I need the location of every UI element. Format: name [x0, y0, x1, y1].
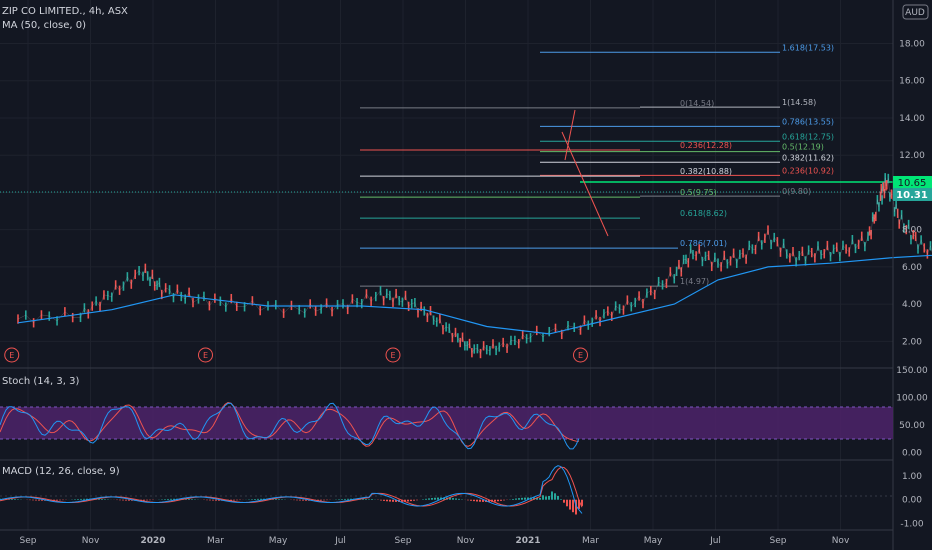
green-price-badge-label: 10.65: [898, 178, 927, 189]
stoch-tick-label: 50.00: [899, 421, 925, 431]
fibonacci-levels: 1.618(17.53) 0(14.54) 1(14.58) 0.786(13.55)…: [360, 43, 834, 287]
price-tick-label: 18.00: [899, 40, 925, 50]
macd-series: [0, 465, 583, 515]
price-tick-label: 8.00: [902, 226, 922, 236]
moving-average-series: [17, 254, 932, 335]
fib-level-label: 1(4.97): [680, 277, 709, 286]
earnings-marker-label: E: [390, 351, 395, 360]
macd-tick-label: 0.00: [902, 496, 922, 506]
trend-line-down: [561, 131, 609, 237]
time-tick-label: May: [644, 536, 663, 546]
time-tick-label: Jul: [709, 536, 721, 546]
fib-level-label: 0(14.54): [680, 99, 714, 108]
price-tick-label: 6.00: [902, 263, 922, 273]
stoch-tick-label: 150.00: [896, 366, 928, 376]
time-tick-label: Mar: [207, 536, 224, 546]
time-tick-label: Mar: [582, 536, 599, 546]
last-price-badge: [893, 188, 932, 201]
fib-level-label: 0.236(10.92): [782, 166, 834, 175]
fib-level-label: 0.236(12.28): [680, 141, 732, 150]
currency-label: AUD: [905, 8, 925, 18]
last-price-badge-label: 10.31: [896, 190, 928, 201]
time-tick-label: Jul: [334, 536, 346, 546]
stoch-k-line: [0, 402, 580, 450]
fib-level-label: 0.618(12.75): [782, 132, 834, 141]
symbol-title: ZIP CO LIMITED., 4h, ASX: [2, 6, 128, 17]
currency-button[interactable]: [902, 4, 929, 20]
trend-line-wedge: [564, 109, 576, 161]
fib-level-label: 1.618(17.53): [782, 43, 834, 52]
macd-title: MACD (12, 26, close, 9): [2, 466, 120, 477]
time-tick-label: Sep: [395, 536, 412, 546]
macd-tick-label: 1.00: [902, 472, 922, 482]
fib-level-label: 0(9.80): [782, 187, 811, 196]
price-tick-label: 4.00: [902, 300, 922, 310]
earnings-marker[interactable]: [385, 347, 401, 363]
time-tick-label: Nov: [457, 536, 475, 546]
time-tick-label: Nov: [832, 536, 850, 546]
time-tick-label: May: [269, 536, 288, 546]
earnings-marker-label: E: [203, 351, 208, 360]
earnings-marker[interactable]: [198, 347, 213, 363]
price-line: [17, 177, 932, 355]
stoch-title: Stoch (14, 3, 3): [2, 376, 79, 387]
earnings-marker-label: E: [9, 351, 14, 360]
stoch-series: [0, 401, 580, 450]
time-tick-label: Sep: [20, 536, 37, 546]
price-tick-label: 2.00: [902, 337, 922, 347]
fib-level-label: 0.5(12.19): [782, 143, 824, 152]
time-axis-ticks: Sep Nov 2020 Mar May Jul Sep Nov 2021 Mar May Jul Se…: [20, 536, 850, 546]
macd-line: [0, 465, 583, 514]
fib-level-label: 0.382(11.62): [782, 153, 834, 162]
green-price-badge: [893, 176, 932, 189]
stoch-band: [0, 407, 893, 439]
price-tick-label: 14.00: [899, 114, 925, 124]
fib-level-label: 0.786(13.55): [782, 117, 834, 126]
ma-line: [17, 254, 932, 335]
fib-level-label: 0.382(10.88): [680, 167, 732, 176]
price-tick-label: 16.00: [899, 77, 925, 87]
earnings-marker[interactable]: [4, 347, 20, 363]
fib-level-label: 0.786(7.01): [680, 239, 727, 248]
time-tick-label: Nov: [82, 536, 100, 546]
macd-tick-label: -1.00: [900, 519, 924, 529]
price-tick-label: 12.00: [899, 151, 925, 161]
stoch-tick-label: 100.00: [896, 394, 928, 404]
stoch-d-line: [0, 401, 580, 447]
fib-level-label: 1(14.58): [782, 98, 816, 107]
fib-level-label: 0.618(8.62): [680, 209, 727, 218]
stoch-tick-label: 0.00: [902, 449, 922, 459]
ma-legend: MA (50, close, 0): [2, 20, 86, 31]
earnings-marker[interactable]: [573, 347, 588, 363]
grid-lines: [0, 0, 893, 530]
time-tick-label: 2020: [140, 536, 165, 546]
earnings-marker-label: E: [578, 351, 583, 360]
time-tick-label: Sep: [770, 536, 787, 546]
time-tick-label: 2021: [515, 536, 540, 546]
fib-level-label: 0.5(9.75): [680, 188, 717, 197]
